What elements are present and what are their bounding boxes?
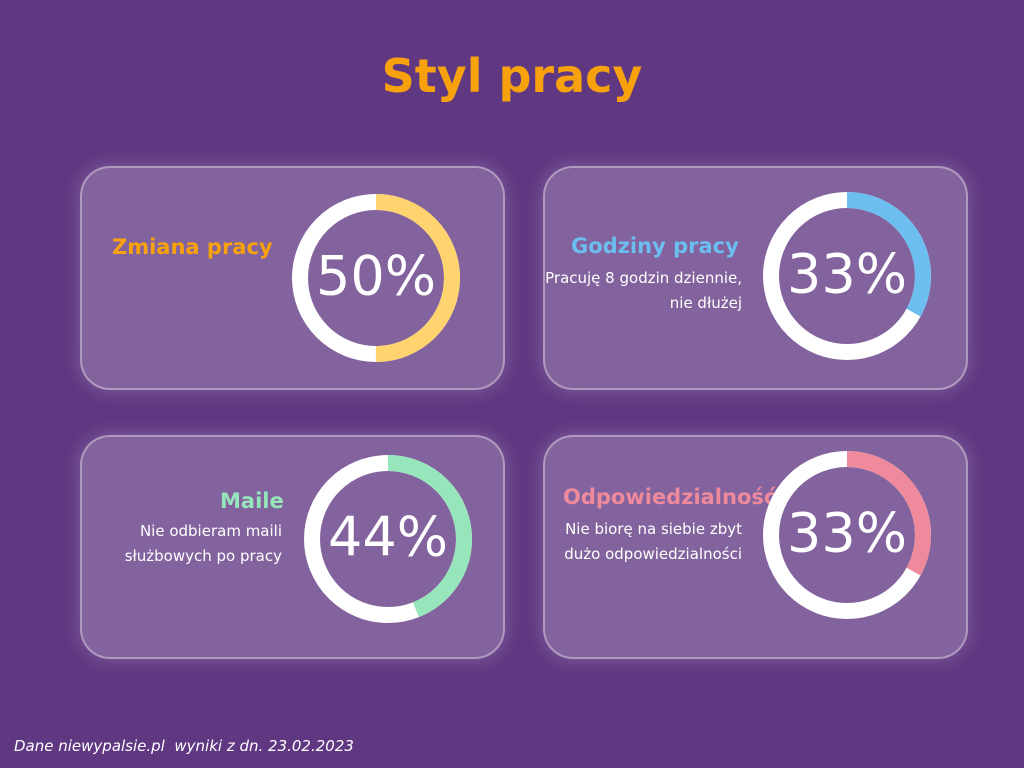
donut-svg: 44% — [304, 455, 472, 623]
source-note: Dane niewypalsie.pl wyniki z dn. 23.02.2… — [14, 737, 354, 755]
donut-percent-label: 33% — [787, 243, 907, 306]
card-description: Pracuję 8 godzin dziennie, nie dłużej — [545, 269, 742, 312]
card-title: Odpowiedzialność — [563, 485, 777, 509]
card-odpowiedzialnosc: Odpowiedzialność Nie biorę na siebie zby… — [543, 435, 968, 659]
donut-value-arc — [763, 192, 931, 360]
card-description: Nie odbieram maili służbowych po pracy — [124, 522, 282, 565]
donut-svg: 33% — [763, 192, 931, 360]
donut-svg: 50% — [292, 194, 460, 362]
donut-chart: 33% — [757, 186, 937, 366]
card-title: Maile — [220, 489, 284, 513]
card-description: Nie biorę na siebie zbyt dużo odpowiedzi… — [564, 520, 742, 563]
donut-value-arc — [304, 455, 472, 623]
donut-chart: 50% — [286, 188, 466, 368]
page-title: Styl pracy — [381, 49, 643, 103]
donut-value-arc — [292, 194, 460, 362]
donut-percent-label: 33% — [787, 502, 907, 565]
donut-chart: 44% — [298, 449, 478, 629]
donut-chart: 33% — [757, 445, 937, 625]
card-title: Zmiana pracy — [112, 235, 273, 259]
card-zmiana-pracy: Zmiana pracy 50% — [80, 166, 505, 390]
donut-percent-label: 50% — [316, 245, 436, 308]
donut-value-arc — [763, 451, 931, 619]
card-godziny-pracy: Godziny pracy Pracuję 8 godzin dziennie,… — [543, 166, 968, 390]
donut-svg: 33% — [763, 451, 931, 619]
card-title: Godziny pracy — [571, 234, 739, 258]
donut-percent-label: 44% — [328, 506, 448, 569]
card-maile: Maile Nie odbieram maili służbowych po p… — [80, 435, 505, 659]
